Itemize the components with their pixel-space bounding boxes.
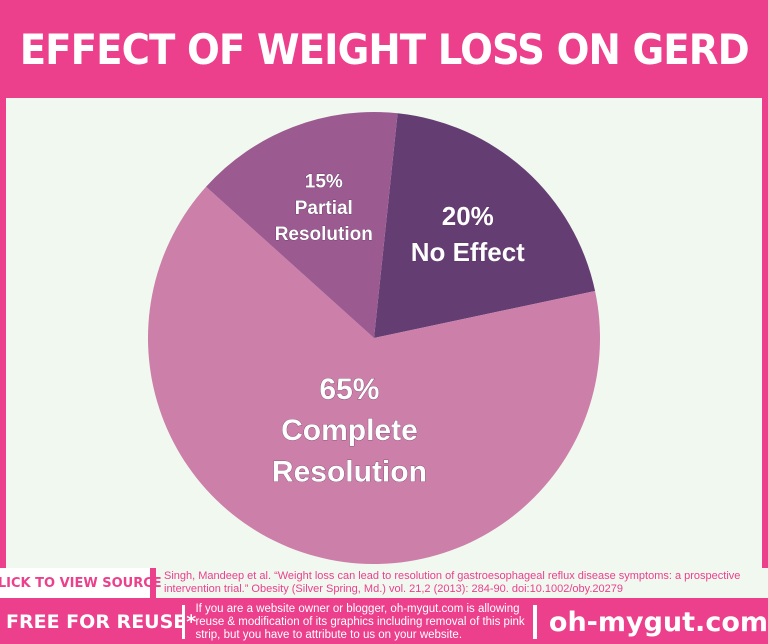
slice-category-label: Complete: [281, 414, 418, 447]
pie-slice-no-effect: [374, 113, 596, 338]
divider: [182, 605, 186, 639]
reuse-strip: FREE FOR REUSE* If you are a website own…: [0, 600, 768, 644]
slice-category-label: Resolution: [275, 224, 373, 245]
slice-category-label: Resolution: [272, 456, 427, 489]
pie-slice-complete-resolution: [147, 186, 600, 564]
source-strip: CLICK TO VIEW SOURCE Singh, Mandeep et a…: [0, 568, 768, 598]
slice-value-label: 20%: [442, 201, 494, 231]
chart-panel: 20% No Effect 65% Complete Resolution 15% Part…: [6, 98, 762, 568]
chart-title: EFFECT OF WEIGHT LOSS ON GERD: [19, 24, 749, 74]
free-for-reuse-label: FREE FOR REUSE*: [6, 611, 197, 633]
slice-category-label: Partial: [295, 198, 353, 219]
permission-text: If you are a website owner or blogger, o…: [195, 602, 525, 641]
citation-text: Singh, Mandeep et al. “Weight loss can l…: [164, 570, 741, 595]
title-banner: EFFECT OF WEIGHT LOSS ON GERD: [0, 0, 768, 98]
pie-slice-partial-resolution: [206, 112, 398, 339]
slice-category-label: No Effect: [411, 237, 525, 267]
pie-chart: 20% No Effect 65% Complete Resolution 15% Part…: [147, 112, 600, 564]
slice-value-label: 15%: [305, 172, 343, 193]
view-source-button[interactable]: CLICK TO VIEW SOURCE: [0, 568, 162, 598]
slice-value-label: 65%: [319, 373, 379, 406]
divider: [533, 605, 537, 639]
site-link[interactable]: oh-mygut.com: [548, 606, 768, 638]
